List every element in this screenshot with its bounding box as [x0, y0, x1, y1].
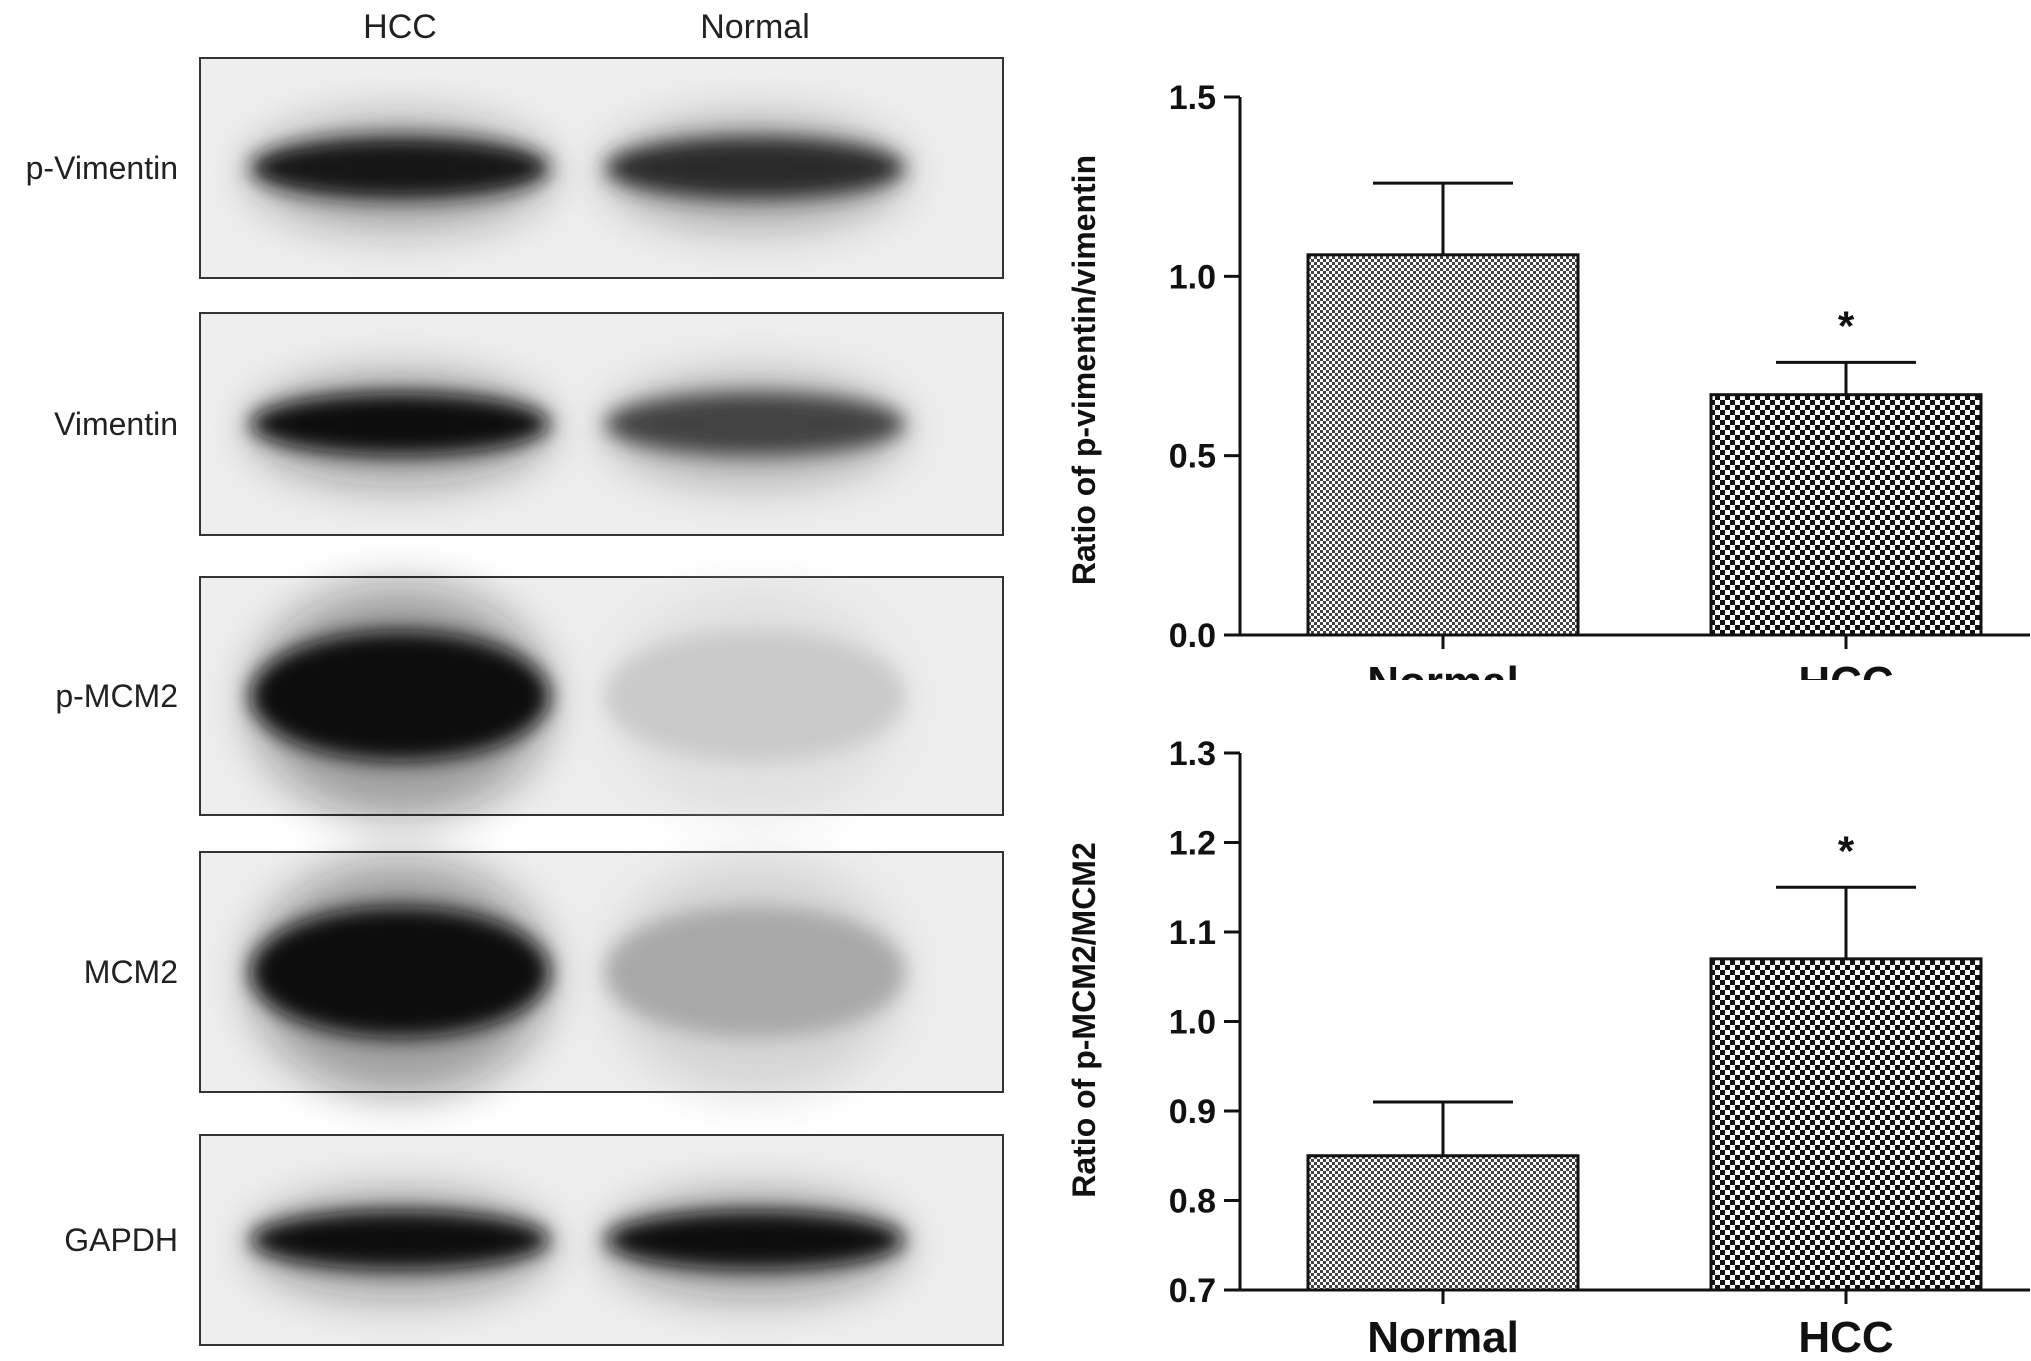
blot-row-mcm2: MCM2 [84, 851, 1004, 1097]
y-tick-label: 1.0 [1169, 258, 1216, 296]
significance-marker: * [1838, 302, 1855, 349]
blot-row-label: MCM2 [84, 954, 178, 990]
blot-band-normal [605, 584, 905, 820]
blot-band-normal [605, 1193, 905, 1299]
bar-normal [1306, 253, 1580, 637]
blot-row-p-vimentin: p-Vimentin [26, 57, 1004, 279]
y-tick-label: 1.1 [1169, 914, 1216, 952]
bar-hcc [1709, 393, 1983, 637]
blot-band-hcc [250, 584, 550, 820]
bar-hcc [1709, 957, 1983, 1292]
blot-band-hcc [250, 859, 550, 1097]
blot-band-normal [605, 118, 905, 230]
blot-row-vimentin: Vimentin [54, 312, 1004, 536]
lane-label-normal: Normal [700, 8, 810, 46]
x-category-label-normal: Normal [1367, 1313, 1519, 1361]
blot-row-gapdh: GAPDH [64, 1134, 1004, 1346]
y-tick-label: 0.0 [1169, 617, 1216, 655]
y-tick-label: 0.8 [1169, 1183, 1216, 1221]
blot-row-p-mcm2: p-MCM2 [55, 576, 1004, 820]
blot-band-hcc [250, 1193, 550, 1299]
y-tick-label: 1.5 [1169, 79, 1216, 117]
blot-row-label: p-MCM2 [55, 678, 178, 714]
x-category-label-normal: Normal [1367, 658, 1519, 680]
y-axis-title: Ratio of p-vimentin/vimentin [1066, 155, 1102, 585]
y-tick-label: 0.5 [1169, 438, 1216, 476]
blot-band-hcc [250, 374, 550, 486]
bar-chart-p-vimentin-ratio: 0.0 0.5 1.0 1.5 Normal HCC * Ratio of p-viment… [1066, 79, 2030, 680]
blot-band-normal [605, 859, 905, 1097]
y-tick-label: 1.2 [1169, 825, 1216, 863]
blot-band-normal [605, 374, 905, 486]
x-category-label-hcc: HCC [1798, 1313, 1893, 1361]
western-blot-panel: HCC Normal p-Vimentin Vimentin p-MCM2 MCM2 G… [26, 8, 1004, 1346]
blot-row-label: p-Vimentin [26, 150, 178, 186]
bar-normal [1306, 1154, 1580, 1292]
blot-band-hcc [250, 118, 550, 230]
y-tick-label: 0.7 [1169, 1272, 1216, 1310]
lane-label-hcc: HCC [363, 8, 437, 46]
significance-marker: * [1838, 827, 1855, 874]
y-tick-label: 1.3 [1169, 735, 1216, 773]
y-tick-label: 0.9 [1169, 1093, 1216, 1131]
bar-chart-p-mcm2-ratio: 0.7 0.8 0.9 1.0 1.1 1.2 1.3 Normal HCC * Ratio of… [1066, 735, 2030, 1361]
y-tick-label: 1.0 [1169, 1004, 1216, 1042]
blot-row-label: GAPDH [64, 1222, 178, 1258]
blot-row-label: Vimentin [54, 406, 178, 442]
y-axis-title: Ratio of p-MCM2/MCM2 [1066, 842, 1102, 1198]
x-category-label-hcc: HCC [1798, 658, 1893, 680]
